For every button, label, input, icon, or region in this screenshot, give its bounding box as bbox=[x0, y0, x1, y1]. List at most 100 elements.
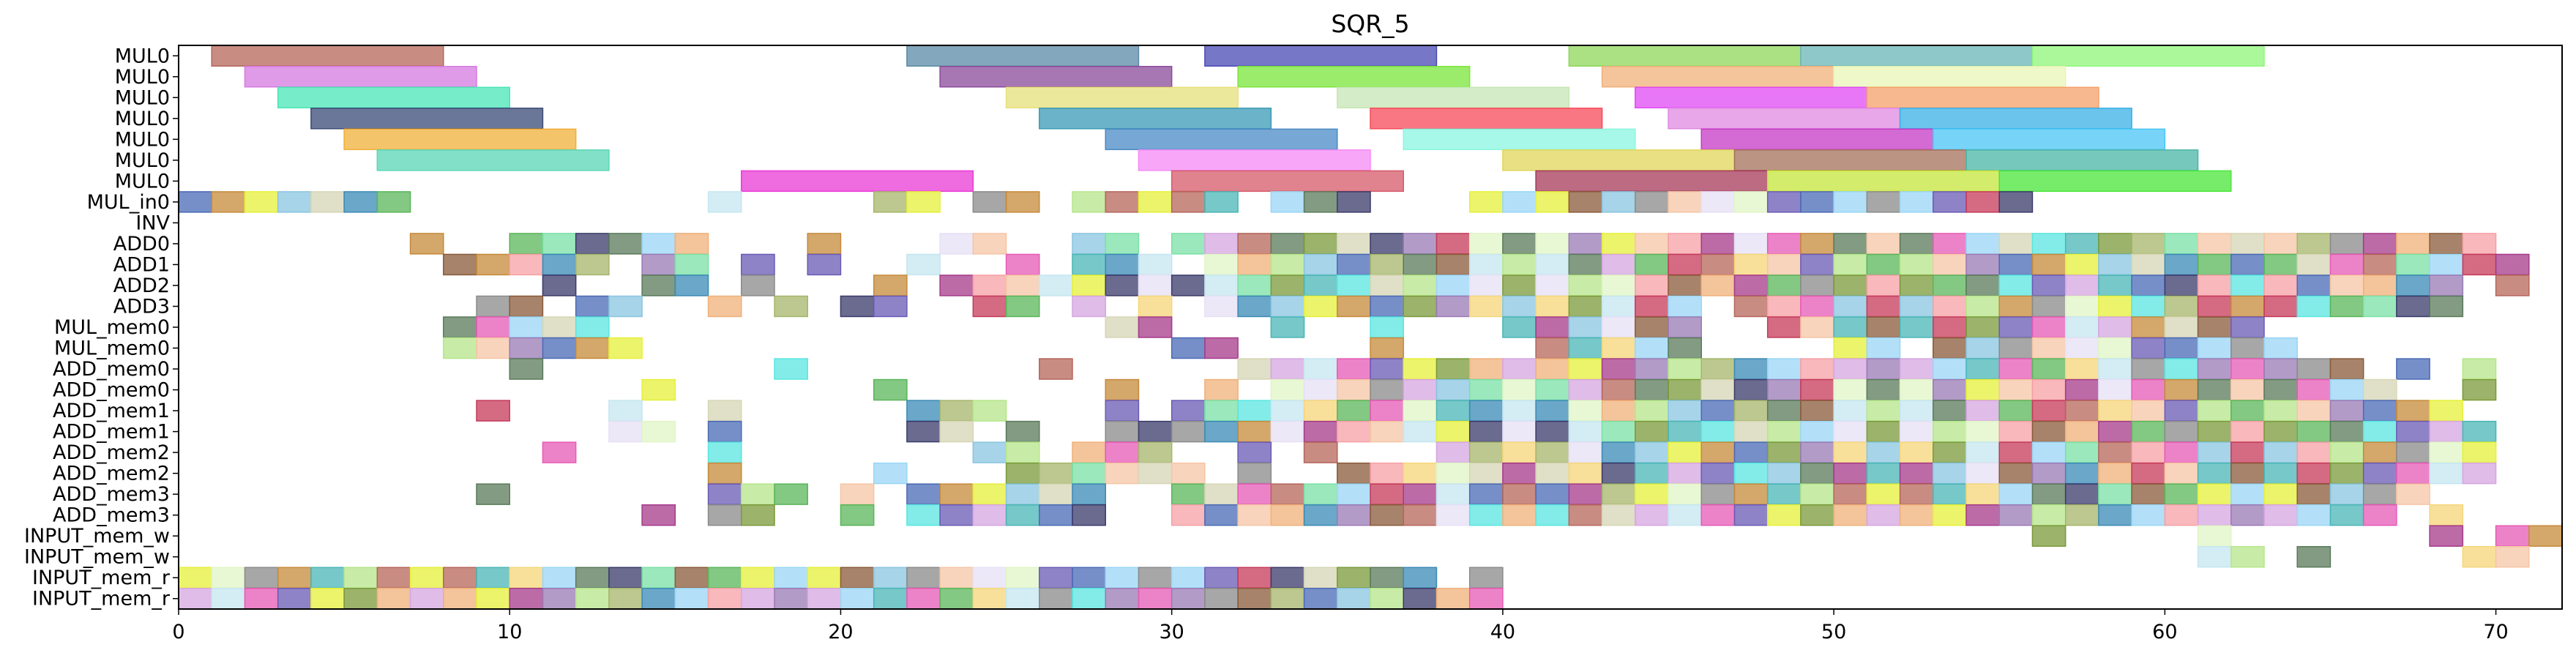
task-bar bbox=[939, 420, 974, 443]
task-bar bbox=[1270, 191, 1305, 213]
task-bar bbox=[1370, 588, 1404, 610]
task-bar bbox=[707, 191, 742, 213]
task-bar bbox=[1370, 483, 1404, 505]
task-bar bbox=[2329, 253, 2364, 276]
task-bar bbox=[1337, 358, 1371, 380]
task-bar bbox=[575, 567, 610, 589]
task-bar bbox=[2296, 233, 2332, 255]
task-bar bbox=[1933, 275, 1967, 296]
task-bar bbox=[542, 441, 577, 463]
task-bar bbox=[1072, 588, 1106, 610]
task-bar bbox=[2131, 504, 2166, 526]
task-bar bbox=[1039, 567, 1073, 589]
task-bar bbox=[2098, 400, 2132, 422]
task-bar bbox=[1502, 149, 1736, 171]
task-bar bbox=[509, 316, 544, 338]
task-bar bbox=[1237, 295, 1272, 318]
task-bar bbox=[1635, 400, 1669, 422]
task-bar bbox=[807, 588, 842, 610]
task-bar bbox=[1337, 400, 1371, 422]
task-bar bbox=[1105, 567, 1140, 589]
task-bar bbox=[1733, 400, 1769, 422]
task-bar bbox=[2362, 462, 2397, 485]
task-bar bbox=[674, 588, 709, 610]
task-bar bbox=[1899, 316, 1934, 338]
task-bar bbox=[310, 588, 345, 610]
task-bar bbox=[1005, 504, 1040, 526]
task-bar bbox=[641, 378, 676, 401]
task-bar bbox=[1568, 504, 1603, 526]
task-bar bbox=[939, 66, 1173, 88]
task-bar bbox=[1138, 253, 1173, 276]
task-bar bbox=[2197, 316, 2232, 338]
task-bar bbox=[2098, 358, 2132, 380]
task-bar bbox=[575, 316, 610, 338]
task-bar bbox=[1105, 253, 1140, 276]
task-bar bbox=[1601, 233, 1636, 255]
task-bar bbox=[1601, 441, 1636, 463]
task-bar bbox=[1072, 567, 1106, 589]
task-bar bbox=[1965, 462, 2000, 485]
task-bar bbox=[1833, 378, 1868, 401]
x-tick-label: 10 bbox=[497, 621, 522, 643]
task-bar bbox=[1601, 358, 1636, 380]
task-bar bbox=[1171, 191, 1206, 213]
task-bar bbox=[2230, 233, 2265, 255]
task-bar bbox=[1601, 191, 1636, 213]
task-bar bbox=[1436, 295, 1471, 318]
task-bar bbox=[2164, 316, 2199, 338]
task-bar bbox=[2031, 316, 2067, 338]
task-bar bbox=[2230, 316, 2265, 338]
task-bar bbox=[1171, 337, 1206, 359]
task-bar bbox=[1237, 483, 1272, 505]
task-bar bbox=[1535, 337, 1570, 359]
task-bar bbox=[2164, 400, 2199, 422]
task-bar bbox=[542, 275, 577, 296]
task-bar bbox=[906, 45, 1140, 67]
task-bar bbox=[2098, 483, 2132, 505]
task-bar bbox=[2462, 420, 2497, 443]
task-bar bbox=[1800, 441, 1834, 463]
task-bar bbox=[2197, 233, 2232, 255]
task-bar bbox=[1270, 504, 1305, 526]
task-bar bbox=[1171, 400, 1206, 422]
task-bar bbox=[178, 588, 212, 610]
task-bar bbox=[2064, 358, 2099, 380]
task-bar bbox=[641, 588, 676, 610]
task-bar bbox=[2197, 400, 2232, 422]
task-bar bbox=[2031, 483, 2067, 505]
task-bar bbox=[509, 588, 544, 610]
task-bar bbox=[1436, 358, 1471, 380]
task-bar bbox=[1436, 400, 1471, 422]
task-bar bbox=[2296, 275, 2332, 296]
task-bar bbox=[807, 253, 842, 276]
task-bar bbox=[1005, 420, 1040, 443]
task-bar bbox=[1403, 233, 1438, 255]
task-bar bbox=[1138, 588, 1173, 610]
y-tick-label: ADD_mem1 bbox=[53, 421, 170, 444]
task-bar bbox=[1833, 441, 1868, 463]
task-bar bbox=[1468, 275, 1504, 296]
task-bar bbox=[1535, 400, 1570, 422]
task-bar bbox=[2263, 504, 2298, 526]
task-bar bbox=[1468, 191, 1504, 213]
task-bar bbox=[1303, 191, 1338, 213]
task-bar bbox=[1833, 504, 1868, 526]
task-bar bbox=[1270, 233, 1305, 255]
task-bar bbox=[2230, 275, 2265, 296]
task-bar bbox=[1105, 588, 1140, 610]
task-bar bbox=[939, 400, 974, 422]
task-bar bbox=[1270, 400, 1305, 422]
task-bar bbox=[2031, 295, 2067, 318]
task-bar bbox=[972, 400, 1007, 422]
task-bar bbox=[2396, 233, 2430, 255]
task-bar bbox=[2131, 420, 2166, 443]
task-bar bbox=[1866, 483, 1901, 505]
task-bar bbox=[873, 462, 908, 485]
task-bar bbox=[1468, 588, 1504, 610]
task-bar bbox=[1237, 253, 1272, 276]
task-bar bbox=[1237, 462, 1272, 485]
chart-title: SQR_5 bbox=[1331, 10, 1409, 38]
task-bar bbox=[1204, 567, 1239, 589]
task-bar bbox=[2131, 233, 2166, 255]
